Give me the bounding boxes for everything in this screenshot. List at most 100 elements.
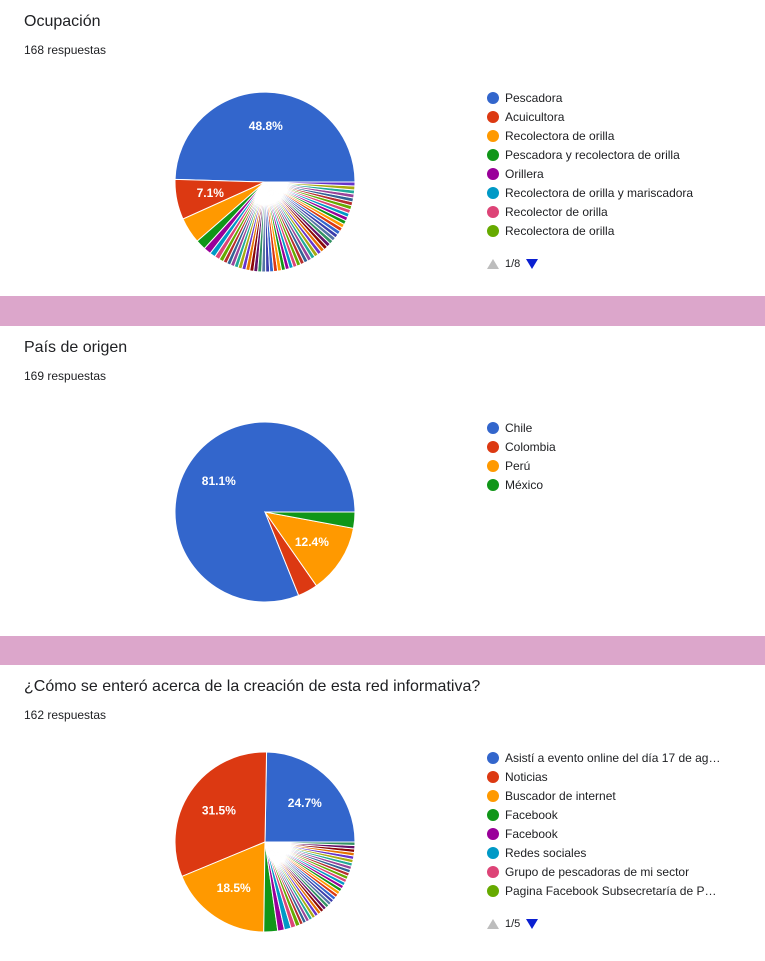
legend-label: Buscador de internet	[505, 788, 616, 803]
slice-percent-label: 12.4%	[295, 535, 329, 549]
legend-swatch-icon	[487, 167, 499, 180]
legend-item[interactable]: Facebook	[487, 824, 720, 843]
slice-percent-label: 24.7%	[288, 796, 322, 810]
pie-slice[interactable]	[264, 181, 356, 187]
page-indicator: 1/5	[505, 918, 521, 930]
legend-swatch-icon	[487, 478, 499, 491]
legend-label: Perú	[505, 458, 531, 473]
response-count: 169 respuestas	[24, 369, 107, 383]
slice-percent-label: 81.1%	[202, 474, 236, 488]
question-title: País de origen	[24, 339, 128, 356]
chart-card-ocupacion: Ocupación 168 respuestas 48.8% 7.1% Pesca…	[0, 0, 765, 296]
legend-swatch-icon	[487, 789, 499, 802]
legend-label: Recolectora de orilla	[505, 223, 615, 238]
legend-label: Redes sociales	[505, 845, 587, 860]
legend-label: Pescadora y recolectora de orilla	[505, 147, 680, 162]
legend-item[interactable]: Pescadora y recolectora de orilla	[487, 145, 693, 164]
pie-slice[interactable]	[264, 841, 356, 847]
legend-item[interactable]: Recolectora de orilla	[487, 126, 693, 145]
legend-label: Noticias	[505, 769, 548, 784]
legend-item[interactable]: Grupo de pescadoras de mi sector	[487, 862, 720, 881]
legend-swatch-icon	[487, 91, 499, 104]
legend-label: Acuicultora	[505, 109, 565, 124]
legend-item[interactable]: Facebook	[487, 805, 720, 824]
legend-label: Recolectora de orilla y mariscadora	[505, 185, 694, 200]
legend-swatch-icon	[487, 827, 499, 840]
legend-swatch-icon	[487, 421, 499, 434]
page-indicator: 1/8	[505, 258, 521, 270]
legend-label: Facebook	[505, 807, 558, 822]
legend-item[interactable]: Colombia	[487, 437, 556, 456]
slice-percent-label: 31.5%	[202, 804, 236, 818]
legend-pager: 1/5	[487, 918, 539, 930]
chart-card-red-informativa: ¿Cómo se enteró acerca de la creación de…	[0, 665, 765, 961]
legend-label: México	[505, 477, 544, 492]
chart-legend: Chile Colombia Perú México	[487, 418, 556, 494]
page-down-icon[interactable]	[526, 919, 539, 929]
legend-item[interactable]: Recolectora de orilla	[487, 221, 693, 240]
legend-item[interactable]: Chile	[487, 418, 556, 437]
legend-swatch-icon	[487, 129, 499, 142]
legend-item[interactable]: Redes sociales	[487, 843, 720, 862]
response-count: 162 respuestas	[24, 708, 107, 722]
page-down-icon[interactable]	[526, 259, 539, 269]
legend-item[interactable]: Pescadora	[487, 88, 693, 107]
legend-item[interactable]: Recolectora de orilla y mariscadora	[487, 183, 693, 202]
chart-legend: Asistí a evento online del día 17 de ag……	[487, 748, 720, 900]
legend-swatch-icon	[487, 224, 499, 237]
pie-slice[interactable]	[264, 511, 356, 529]
legend-label: Asistí a evento online del día 17 de ag…	[505, 750, 721, 765]
pie-slice[interactable]	[181, 841, 266, 933]
pie-chart: 24.7% 31.5% 18.5%	[174, 751, 356, 933]
legend-swatch-icon	[487, 440, 499, 453]
legend-label: Orillera	[505, 166, 544, 181]
section-separator	[0, 296, 765, 326]
legend-swatch-icon	[487, 186, 499, 199]
legend-swatch-icon	[487, 846, 499, 859]
legend-swatch-icon	[487, 865, 499, 878]
legend-label: Pagina Facebook Subsecretaría de P…	[505, 883, 717, 898]
section-separator	[0, 636, 765, 665]
legend-swatch-icon	[487, 884, 499, 897]
question-title: Ocupación	[24, 13, 101, 30]
pie-slice[interactable]	[263, 511, 355, 587]
legend-item[interactable]: Noticias	[487, 767, 720, 786]
page-up-icon	[487, 919, 499, 929]
slice-percent-label: 48.8%	[249, 119, 283, 133]
legend-swatch-icon	[487, 205, 499, 218]
legend-item[interactable]: Pagina Facebook Subsecretaría de P…	[487, 881, 720, 900]
legend-swatch-icon	[487, 110, 499, 123]
legend-label: Facebook	[505, 826, 558, 841]
legend-label: Recolectora de orilla	[505, 128, 615, 143]
pie-slice[interactable]	[174, 751, 268, 878]
chart-legend: Pescadora Acuicultora Recolectora de orill…	[487, 88, 693, 240]
legend-item[interactable]: Perú	[487, 456, 556, 475]
legend-label: Recolector de orilla	[505, 204, 608, 219]
legend-swatch-icon	[487, 751, 499, 764]
pie-slice[interactable]	[174, 91, 356, 183]
legend-item[interactable]: Orillera	[487, 164, 693, 183]
legend-item[interactable]: Acuicultora	[487, 107, 693, 126]
question-title: ¿Cómo se enteró acerca de la creación de…	[24, 678, 481, 695]
legend-item[interactable]: México	[487, 475, 556, 494]
legend-label: Chile	[505, 420, 533, 435]
slice-percent-label: 18.5%	[217, 881, 251, 895]
chart-card-pais: País de origen 169 respuestas 81.1% 12.4%…	[0, 326, 765, 633]
legend-swatch-icon	[487, 459, 499, 472]
pie-slice[interactable]	[264, 751, 356, 843]
pie-chart: 48.8% 7.1%	[174, 91, 356, 273]
legend-swatch-icon	[487, 148, 499, 161]
legend-item[interactable]: Recolector de orilla	[487, 202, 693, 221]
legend-label: Pescadora	[505, 90, 563, 105]
legend-item[interactable]: Asistí a evento online del día 17 de ag…	[487, 748, 720, 767]
pie-chart: 81.1% 12.4%	[174, 421, 356, 603]
response-count: 168 respuestas	[24, 43, 107, 57]
legend-swatch-icon	[487, 808, 499, 821]
legend-item[interactable]: Buscador de internet	[487, 786, 720, 805]
legend-swatch-icon	[487, 770, 499, 783]
page-up-icon	[487, 259, 499, 269]
legend-label: Colombia	[505, 439, 556, 454]
slice-percent-label: 7.1%	[197, 186, 225, 200]
legend-label: Grupo de pescadoras de mi sector	[505, 864, 690, 879]
legend-pager: 1/8	[487, 258, 539, 270]
